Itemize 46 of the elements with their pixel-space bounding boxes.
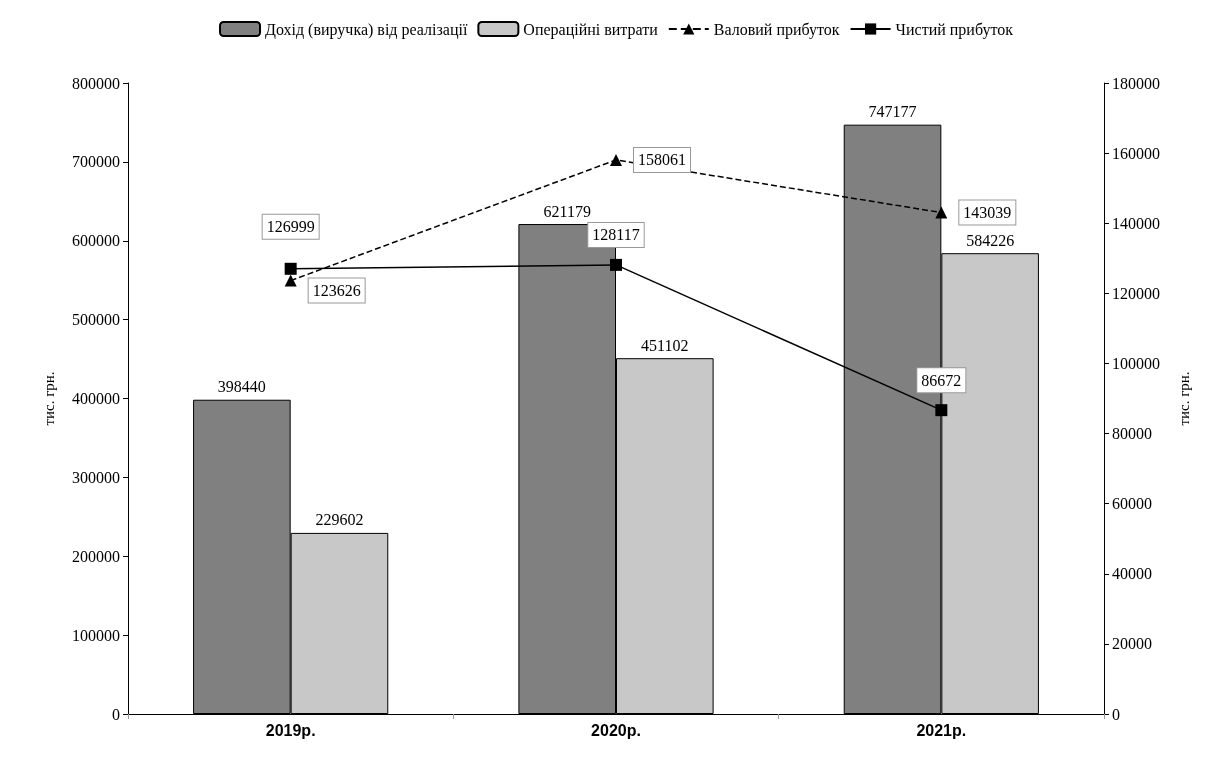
y-tick-label: 700000 bbox=[72, 153, 120, 171]
y-tick-label: 500000 bbox=[72, 311, 120, 329]
y-tick-label: 100000 bbox=[72, 626, 120, 644]
point bbox=[284, 274, 297, 287]
y-tick-label: 800000 bbox=[72, 74, 120, 92]
point bbox=[284, 262, 297, 275]
legend-label: Валовий прибуток bbox=[713, 20, 840, 39]
y2-tick-label: 0 bbox=[1112, 705, 1120, 723]
data-label: 229602 bbox=[315, 511, 364, 529]
x-tick-label: 2020р. bbox=[591, 721, 641, 739]
y-tick-label: 0 bbox=[112, 705, 120, 723]
data-label: 128117 bbox=[592, 226, 640, 244]
data-label: 747177 bbox=[868, 103, 917, 121]
data-label: 621179 bbox=[543, 202, 591, 220]
data-label: 123626 bbox=[312, 282, 361, 300]
legend-label: Дохід (виручка) від реалізації bbox=[265, 20, 468, 39]
point bbox=[935, 404, 948, 417]
y-tick-label: 400000 bbox=[72, 390, 120, 407]
data-label: 143039 bbox=[963, 204, 1012, 222]
data-label: 451102 bbox=[641, 336, 689, 354]
data-label: 126999 bbox=[266, 218, 315, 236]
y2-tick-label: 160000 bbox=[1112, 144, 1160, 162]
point bbox=[610, 153, 622, 166]
y2-tick-label: 100000 bbox=[1112, 354, 1160, 372]
y2-tick-label: 60000 bbox=[1112, 495, 1152, 513]
x-tick-label: 2021р. bbox=[916, 721, 967, 739]
y-tick-label: 300000 bbox=[72, 468, 120, 486]
data-label: 158061 bbox=[638, 151, 686, 169]
point bbox=[610, 258, 622, 271]
data-label: 86672 bbox=[921, 371, 962, 389]
legend-label: Операційні витрати bbox=[523, 20, 659, 39]
y-axis-title: тис. грн. bbox=[40, 371, 57, 426]
y2-tick-label: 20000 bbox=[1112, 635, 1152, 653]
point bbox=[935, 206, 948, 219]
y2-axis-title: тис. грн. bbox=[1175, 371, 1192, 426]
data-label: 584226 bbox=[966, 231, 1015, 249]
data-label: 398440 bbox=[217, 378, 266, 396]
y2-tick-label: 180000 bbox=[1112, 74, 1160, 92]
y2-tick-label: 140000 bbox=[1112, 214, 1160, 232]
y2-tick-label: 40000 bbox=[1112, 565, 1152, 583]
y2-tick-label: 80000 bbox=[1112, 425, 1152, 443]
legend-label: Чистий прибуток bbox=[895, 20, 1014, 39]
x-tick-label: 2019р. bbox=[265, 721, 316, 739]
y-tick-label: 200000 bbox=[72, 547, 120, 565]
y2-tick-label: 120000 bbox=[1112, 284, 1160, 302]
y-tick-label: 600000 bbox=[72, 232, 120, 250]
